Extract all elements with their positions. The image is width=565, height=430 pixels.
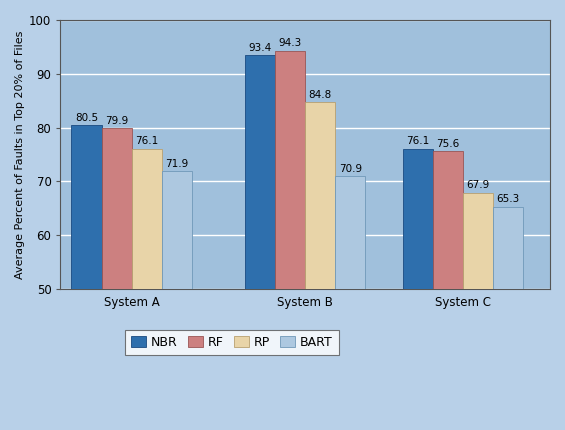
Text: 84.8: 84.8 (308, 89, 332, 100)
Text: 71.9: 71.9 (165, 159, 188, 169)
Text: 80.5: 80.5 (75, 113, 98, 123)
Text: 67.9: 67.9 (467, 181, 490, 190)
Text: 70.9: 70.9 (338, 164, 362, 174)
Bar (335, 176, 365, 289)
Bar (493, 206, 523, 289)
Bar (245, 55, 275, 289)
Bar (162, 171, 192, 289)
Bar (403, 148, 433, 289)
Bar (72, 125, 102, 289)
Bar (305, 102, 335, 289)
Text: 93.4: 93.4 (249, 43, 272, 53)
Text: 79.9: 79.9 (105, 116, 128, 126)
Text: 75.6: 75.6 (437, 139, 460, 149)
Bar (275, 51, 305, 289)
Text: 76.1: 76.1 (135, 136, 158, 146)
Text: 94.3: 94.3 (279, 39, 302, 49)
Legend: NBR, RF, RP, BART: NBR, RF, RP, BART (125, 330, 339, 355)
Bar (102, 128, 132, 289)
Y-axis label: Average Percent of Faults in Top 20% of Files: Average Percent of Faults in Top 20% of … (15, 30, 25, 279)
Text: 76.1: 76.1 (406, 136, 430, 146)
Bar (433, 151, 463, 289)
Bar (132, 148, 162, 289)
Text: 65.3: 65.3 (497, 194, 520, 204)
Bar (463, 193, 493, 289)
